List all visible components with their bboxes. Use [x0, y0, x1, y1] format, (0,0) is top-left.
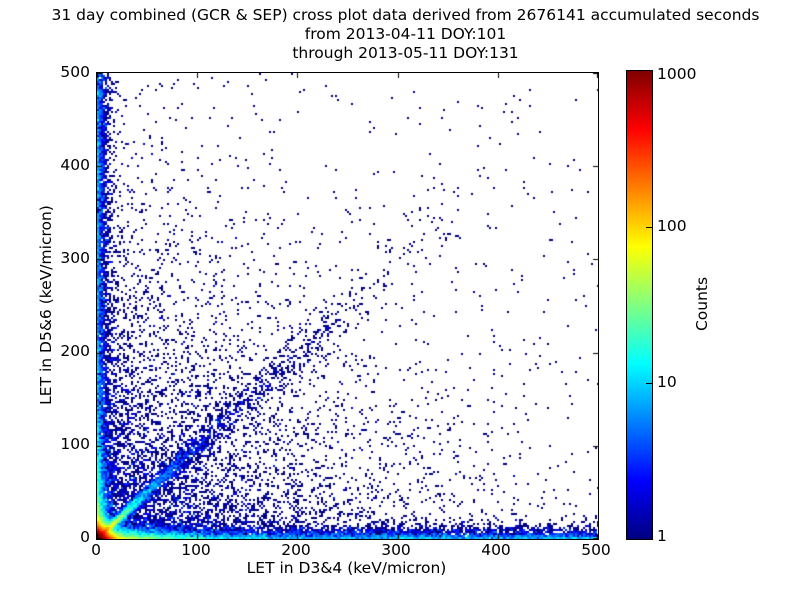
- colorbar-label-1000: 1000: [657, 65, 697, 83]
- colorbar-tick-100: [646, 227, 652, 228]
- colorbar-label-100: 100: [657, 217, 687, 235]
- y-tick-label-200: 200: [60, 342, 90, 360]
- scatter-density-canvas: [97, 73, 598, 539]
- colorbar: [626, 70, 653, 540]
- plot-area: [96, 72, 599, 540]
- chart-title-line-1: 31 day combined (GCR & SEP) cross plot d…: [51, 6, 760, 24]
- colorbar-label-10: 10: [657, 373, 677, 391]
- x-tick-label-200: 200: [281, 541, 311, 559]
- colorbar-title: Counts: [693, 276, 711, 332]
- x-axis-label: LET in D3&4 (keV/micron): [246, 559, 447, 577]
- colorbar-tick-10: [646, 383, 652, 384]
- y-tick-label-400: 400: [60, 156, 90, 174]
- x-tick-label-400: 400: [481, 541, 511, 559]
- x-tick-label-500: 500: [581, 541, 611, 559]
- x-tick-label-100: 100: [181, 541, 211, 559]
- y-tick-label-100: 100: [60, 435, 90, 453]
- y-axis-label: LET in D5&6 (keV/micron): [37, 205, 55, 405]
- y-tick-label-500: 500: [60, 63, 90, 81]
- x-tick-label-300: 300: [381, 541, 411, 559]
- colorbar-label-1: 1: [657, 527, 667, 545]
- chart-title: 31 day combined (GCR & SEP) cross plot d…: [8, 6, 800, 63]
- y-tick-label-0: 0: [80, 528, 90, 546]
- chart-title-line-2: from 2013-04-11 DOY:101: [304, 25, 507, 43]
- x-tick-label-0: 0: [91, 541, 101, 559]
- y-tick-label-300: 300: [60, 249, 90, 267]
- chart-title-line-3: through 2013-05-11 DOY:131: [292, 44, 519, 62]
